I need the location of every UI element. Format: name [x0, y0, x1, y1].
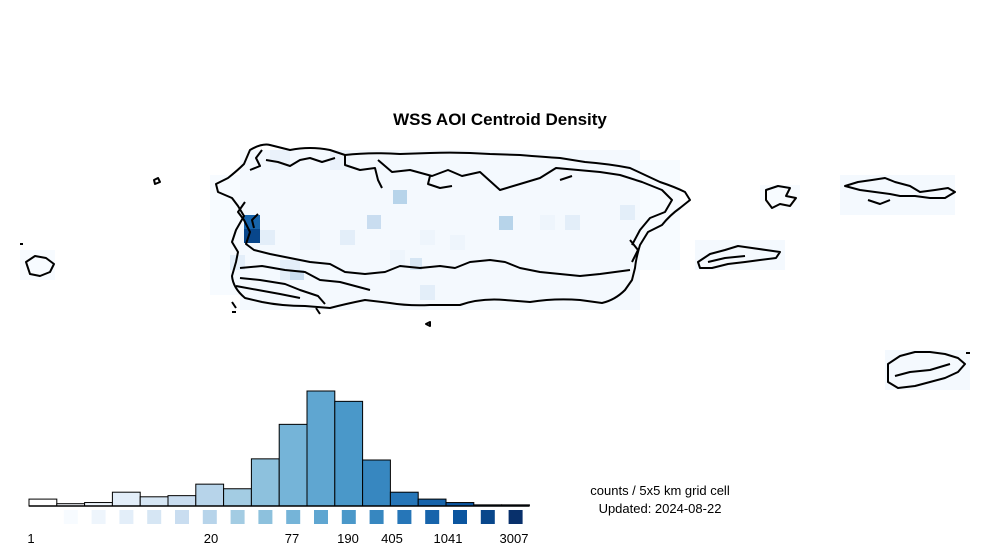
histogram-bar [362, 459, 391, 507]
class-swatch [230, 510, 245, 524]
class-swatch [369, 510, 384, 524]
mona-island-outline [25, 255, 55, 277]
legend-tick-label: 3007 [499, 531, 529, 546]
legend-tick-label: 190 [337, 531, 359, 546]
culebra-outline [765, 185, 797, 209]
histogram-bar [278, 423, 308, 507]
class-swatch [286, 510, 301, 524]
class-swatch [480, 510, 495, 524]
histogram-bar [306, 390, 336, 507]
class-swatch [258, 510, 273, 524]
legend-tick-label: 20 [203, 531, 219, 546]
histogram-bar [111, 491, 141, 507]
legend-updated-date: Updated: 2024-08-22 [598, 501, 722, 516]
class-swatch [119, 510, 134, 524]
histogram-bar [167, 495, 197, 507]
vieques-outline [697, 245, 781, 269]
class-swatch [397, 510, 412, 524]
histogram-bar [139, 496, 169, 507]
histogram-bar [389, 491, 419, 507]
legend-tick-label: 77 [284, 531, 300, 546]
desecheo-outline [153, 177, 161, 185]
legend-tick-label: 1 [27, 531, 35, 546]
class-swatch [91, 510, 106, 524]
histogram-bar [195, 483, 225, 507]
class-swatch [314, 510, 328, 524]
class-swatch [63, 510, 78, 524]
map-title: WSS AOI Centroid Density [393, 110, 607, 129]
class-swatch [175, 510, 189, 524]
legend-units: counts / 5x5 km grid cell [590, 483, 730, 498]
class-swatch [425, 510, 440, 524]
histogram-bars [28, 390, 530, 507]
histogram-bar [28, 498, 58, 507]
class-swatch [147, 510, 162, 524]
legend-tick-label: 405 [381, 531, 403, 546]
st-croix-outline [887, 351, 966, 389]
class-swatch [202, 510, 217, 524]
histogram-bar [250, 458, 280, 507]
class-swatch [453, 510, 467, 524]
class-swatch [36, 510, 50, 524]
class-swatch [508, 510, 523, 524]
histogram-bar [334, 400, 364, 507]
coastline-outlines [20, 143, 970, 389]
histogram-bar [223, 488, 252, 507]
color-class-swatches [36, 510, 523, 524]
histogram-bar [417, 498, 447, 507]
class-swatch [341, 510, 356, 524]
st-thomas-outline [844, 177, 956, 199]
legend-caption: counts / 5x5 km grid cell Updated: 2024-… [560, 482, 760, 518]
puerto-rico-outline [215, 143, 691, 309]
legend-tick-label: 1041 [433, 531, 463, 546]
